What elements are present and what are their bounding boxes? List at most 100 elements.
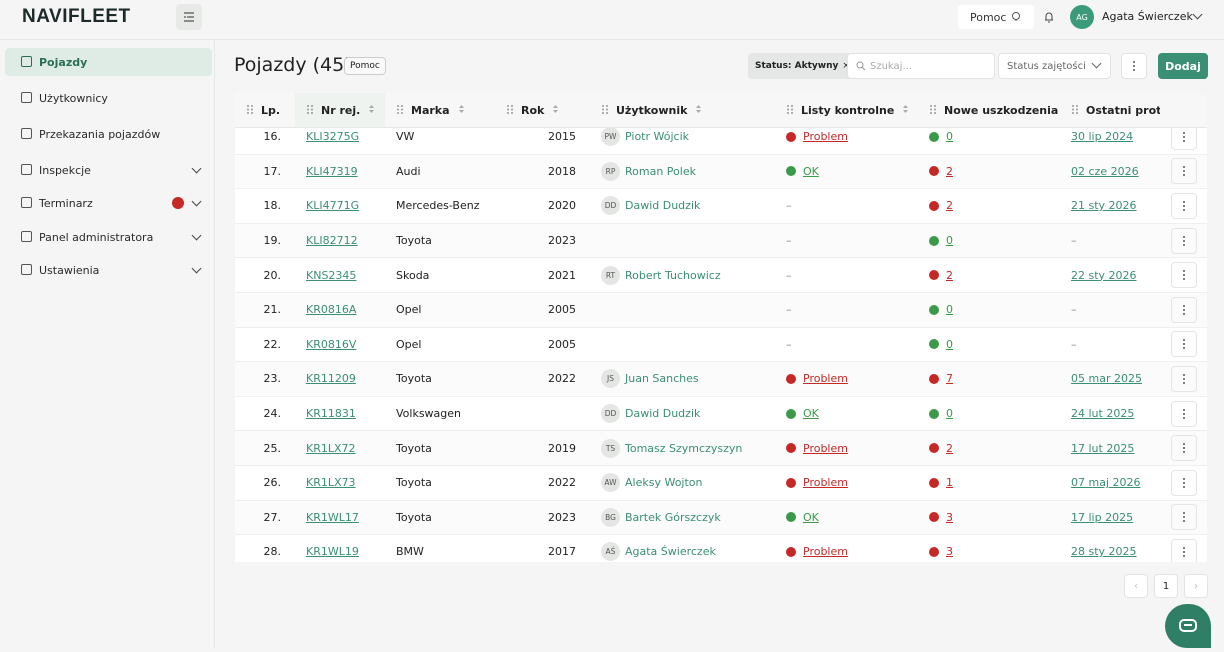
- damages-link[interactable]: 0: [946, 303, 953, 317]
- row-menu[interactable]: [1171, 192, 1197, 219]
- registration-link[interactable]: KLI3275G: [306, 130, 360, 144]
- user-avatar[interactable]: AG: [1070, 5, 1094, 29]
- user-menu-chevron[interactable]: [1192, 9, 1203, 20]
- damages-link[interactable]: 3: [946, 510, 953, 524]
- sort-icon[interactable]: [695, 104, 702, 117]
- table-row[interactable]: 28. KR1WL19 BMW 2017 AŚ Agata Świerczek Proble…: [235, 535, 1207, 562]
- user-link[interactable]: Juan Sanches: [625, 372, 699, 386]
- user-name[interactable]: Agata Świerczek: [1102, 10, 1193, 23]
- drag-handle[interactable]: [247, 104, 253, 117]
- user-link[interactable]: Dawid Dudzik: [625, 407, 701, 421]
- nav-item[interactable]: Panel administratora: [5, 223, 212, 251]
- sort-icon[interactable]: [902, 104, 909, 117]
- column-header[interactable]: Listy kontrolne: [775, 93, 918, 127]
- protocol-link[interactable]: 30 lip 2024: [1071, 130, 1134, 144]
- protocol-link[interactable]: 17 lip 2025: [1071, 510, 1134, 524]
- notifications[interactable]: [1042, 10, 1056, 24]
- registration-link[interactable]: KR11831: [306, 407, 356, 421]
- checklist-link[interactable]: Problem: [803, 441, 848, 455]
- table-row[interactable]: 18. KLI4771G Mercedes-Benz 2020 DD Dawid Dudz…: [235, 189, 1207, 224]
- table-row[interactable]: 20. KNS2345 Skoda 2021 RT Robert Tuchowicz –2 2…: [235, 258, 1207, 293]
- sort-icon[interactable]: [458, 104, 465, 117]
- drag-handle[interactable]: [930, 104, 936, 117]
- drag-handle[interactable]: [507, 104, 513, 117]
- checklist-link[interactable]: Problem: [803, 545, 848, 559]
- registration-link[interactable]: KR1LX72: [306, 441, 356, 455]
- drag-handle[interactable]: [787, 104, 793, 117]
- more-button[interactable]: [1121, 53, 1147, 79]
- nav-item[interactable]: Pojazdy: [5, 48, 212, 76]
- search-input[interactable]: Szukaj...: [847, 53, 995, 79]
- column-header[interactable]: Nowe uszkodzenia: [918, 93, 1060, 127]
- table-row[interactable]: 19. KLI82712 Toyota 2023 – 0 –: [235, 223, 1207, 259]
- checklist-link[interactable]: OK: [803, 164, 819, 178]
- menu-toggle[interactable]: [176, 4, 202, 30]
- user-link[interactable]: Dawid Dudzik: [625, 199, 701, 213]
- damages-link[interactable]: 2: [946, 199, 953, 213]
- registration-link[interactable]: KLI47319: [306, 164, 358, 178]
- damages-link[interactable]: 2: [946, 441, 953, 455]
- protocol-link[interactable]: 07 maj 2026: [1071, 476, 1141, 490]
- protocol-link[interactable]: 22 sty 2026: [1071, 268, 1137, 282]
- registration-link[interactable]: KLI82712: [306, 234, 358, 248]
- user-link[interactable]: Roman Polek: [625, 164, 696, 178]
- chat-button[interactable]: [1165, 604, 1211, 648]
- table-row[interactable]: 16. KLI3275G VW 2015 PW Piotr Wójcik Problem 0 3…: [235, 128, 1207, 155]
- table-row[interactable]: 26. KR1LX73 Toyota 2022 AW Aleksy Wojton Probl…: [235, 466, 1207, 501]
- user-link[interactable]: Piotr Wójcik: [625, 130, 690, 144]
- registration-link[interactable]: KR0816V: [306, 337, 357, 351]
- row-menu[interactable]: [1171, 504, 1197, 531]
- row-menu[interactable]: [1171, 538, 1197, 562]
- add-button[interactable]: Dodaj: [1158, 53, 1208, 79]
- nav-item[interactable]: Inspekcje: [5, 156, 212, 184]
- logo[interactable]: NAVIFLEET: [22, 6, 131, 27]
- damages-link[interactable]: 0: [946, 407, 953, 421]
- table-row[interactable]: 24. KR11831 Volkswagen DD Dawid Dudzik OK 0 24 …: [235, 397, 1207, 432]
- table-row[interactable]: 21. KR0816A Opel 2005 – 0 –: [235, 292, 1207, 328]
- registration-link[interactable]: KR1WL19: [306, 545, 359, 559]
- page-help[interactable]: Pomoc: [344, 57, 386, 75]
- table-row[interactable]: 27. KR1WL17 Toyota 2023 BG Bartek Górszczyk OK…: [235, 500, 1207, 536]
- prev-page[interactable]: ‹: [1124, 574, 1148, 598]
- checklist-link[interactable]: Problem: [803, 130, 848, 144]
- drag-handle[interactable]: [397, 104, 403, 117]
- registration-link[interactable]: KR1LX73: [306, 476, 356, 490]
- damages-link[interactable]: 2: [946, 268, 953, 282]
- damages-link[interactable]: 3: [946, 545, 953, 559]
- column-header[interactable]: Użytkownik: [590, 93, 775, 127]
- column-header[interactable]: Lp.: [235, 93, 295, 127]
- page-number[interactable]: 1: [1154, 574, 1178, 598]
- row-menu[interactable]: [1171, 435, 1197, 462]
- nav-item[interactable]: Przekazania pojazdów: [5, 120, 212, 148]
- protocol-link[interactable]: 24 lut 2025: [1071, 407, 1135, 421]
- row-menu[interactable]: [1171, 262, 1197, 289]
- row-menu[interactable]: [1171, 400, 1197, 427]
- registration-link[interactable]: KLI4771G: [306, 199, 360, 213]
- registration-link[interactable]: KNS2345: [306, 268, 357, 282]
- damages-link[interactable]: 0: [946, 234, 953, 248]
- registration-link[interactable]: KR0816A: [306, 303, 357, 317]
- table-row[interactable]: 23. KR11209 Toyota 2022 JS Juan Sanches Proble…: [235, 362, 1207, 397]
- row-menu[interactable]: [1171, 227, 1197, 254]
- checklist-link[interactable]: OK: [803, 407, 819, 421]
- protocol-link[interactable]: 17 lut 2025: [1071, 441, 1135, 455]
- column-header[interactable]: Marka: [385, 93, 495, 127]
- drag-handle[interactable]: [1072, 104, 1078, 117]
- registration-link[interactable]: KR1WL17: [306, 510, 359, 524]
- next-page[interactable]: ›: [1184, 574, 1208, 598]
- protocol-link[interactable]: 28 sty 2025: [1071, 545, 1137, 559]
- row-menu[interactable]: [1171, 128, 1197, 150]
- user-link[interactable]: Agata Świerczek: [625, 545, 716, 559]
- protocol-link[interactable]: 21 sty 2026: [1071, 199, 1137, 213]
- drag-handle[interactable]: [307, 104, 313, 117]
- user-link[interactable]: Aleksy Wojton: [625, 476, 703, 490]
- nav-item[interactable]: Terminarz: [5, 189, 212, 217]
- damages-link[interactable]: 7: [946, 372, 953, 386]
- drag-handle[interactable]: [602, 104, 608, 117]
- filter-chip[interactable]: Status: Aktywny×: [748, 53, 857, 79]
- damages-link[interactable]: 0: [946, 130, 953, 144]
- table-row[interactable]: 25. KR1LX72 Toyota 2019 TS Tomasz Szymczyszyn…: [235, 431, 1207, 466]
- sort-icon[interactable]: [552, 104, 559, 117]
- sort-icon[interactable]: [368, 104, 375, 117]
- nav-item[interactable]: Ustawienia: [5, 256, 212, 284]
